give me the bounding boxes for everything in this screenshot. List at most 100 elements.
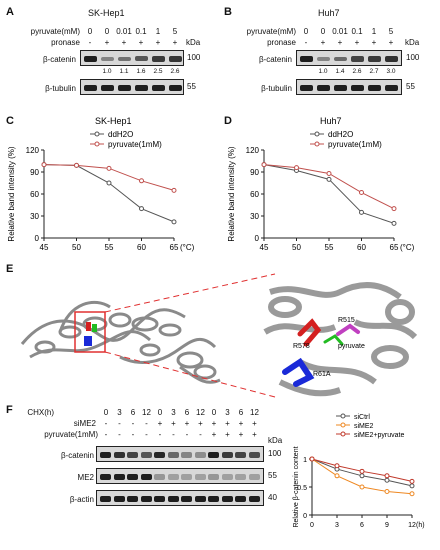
panel-label-e: E — [6, 263, 14, 275]
col-label: - — [131, 419, 135, 428]
y-tick-label: 0 — [255, 234, 260, 243]
chart-d-series — [261, 162, 397, 226]
data-point — [139, 206, 144, 212]
x-tick-label: 45 — [260, 243, 269, 252]
panel-a-kda-title: kDa — [186, 38, 201, 47]
y-tick-label: 120 — [246, 146, 260, 155]
data-point — [359, 209, 364, 215]
blot-b-tubulin — [296, 79, 402, 95]
residue-label-r515: R515 — [338, 317, 355, 324]
protein-ribbon-overview — [20, 300, 221, 384]
col-label: 0 — [211, 408, 217, 417]
legend-label: pyruvate(1mM) — [328, 140, 382, 149]
legend-marker — [314, 141, 320, 147]
series-line — [43, 164, 175, 223]
blot-band — [135, 56, 148, 61]
legend-label: siME2 — [354, 423, 374, 430]
col-label: + — [225, 430, 230, 439]
data-point — [309, 456, 315, 462]
legend-marker — [340, 431, 346, 437]
blot-band — [208, 496, 219, 502]
data-point — [334, 463, 340, 469]
data-point — [326, 170, 332, 176]
blot-band — [152, 85, 165, 91]
x-tick-label: 50 — [72, 243, 81, 252]
data-point — [74, 162, 79, 168]
col-label: 0.1 — [135, 27, 147, 36]
panel-label-a: A — [6, 6, 14, 18]
panel-a-pyruvate-label: pyruvate(mM) — [30, 27, 80, 36]
panel-a-blot-label: β-catenin — [42, 55, 76, 64]
data-point — [171, 187, 177, 193]
blot-band — [194, 474, 206, 480]
blot-band — [221, 474, 233, 480]
blot-band — [101, 57, 114, 61]
blot-band — [167, 496, 179, 502]
zoom-line-top — [104, 273, 276, 313]
x-axis-label: (°C) — [180, 243, 195, 252]
x-tick-label: 45 — [40, 243, 49, 252]
col-label: 12 — [250, 408, 259, 417]
legend-marker — [314, 131, 320, 137]
col-label: - — [158, 430, 162, 439]
panel-f-marker-40: 40 — [268, 493, 277, 502]
data-point — [409, 478, 415, 484]
blot-band — [100, 474, 111, 480]
col-label: - — [104, 419, 108, 428]
col-label: 0 — [303, 27, 309, 36]
col-label: + — [320, 38, 326, 47]
panel-f-sime2-label: siME2 — [73, 419, 96, 428]
legend-marker — [94, 141, 100, 147]
col-label: - — [172, 430, 175, 439]
chart-d-title: Huh7 — [320, 116, 342, 126]
panel-a-title: SK-Hep1 — [88, 8, 125, 18]
col-label: - — [185, 430, 189, 439]
chart-f-legend: siCtrl siME2 siME2+pyruvate — [336, 413, 404, 439]
blot-band — [300, 56, 313, 62]
col-label: 3 — [171, 408, 176, 417]
col-label: + — [388, 38, 394, 47]
blot-band — [84, 56, 97, 62]
blot-band — [101, 85, 114, 91]
data-point — [391, 206, 397, 212]
col-label: - — [104, 430, 108, 439]
blot-a-tubulin — [80, 79, 184, 95]
x-tick-label: 65 — [390, 243, 399, 252]
col-label: 6 — [130, 408, 136, 417]
blot-band — [84, 85, 97, 91]
col-label: + — [155, 38, 161, 47]
chart-d-axes: 0 30 60 90 120 45 50 55 60 65 (°C) Relative band in… — [227, 146, 415, 252]
panel-f-pyruvate-label: pyruvate(1mM) — [44, 430, 98, 439]
col-label: + — [252, 419, 257, 428]
blot-band — [235, 452, 246, 458]
blot-band — [317, 57, 330, 61]
col-label: + — [121, 38, 127, 47]
blot-band — [113, 474, 125, 480]
panel-f-marker-55: 55 — [268, 471, 277, 480]
blot-band — [113, 496, 125, 502]
panel-a-blot-label: β-tubulin — [45, 84, 76, 93]
x-tick-label: 3 — [335, 522, 339, 529]
blot-f-me2 — [96, 468, 264, 484]
col-label: - — [118, 430, 121, 439]
blot-band — [317, 85, 330, 91]
x-tick-label: 55 — [325, 243, 334, 252]
residue-label-pyruvate: pyruvate — [338, 343, 365, 350]
blot-band — [334, 85, 347, 91]
zoom-box — [74, 311, 106, 353]
panel-a-marker-100: 100 — [187, 53, 201, 62]
quant-value: 1.4 — [335, 68, 345, 75]
blot-band — [169, 56, 182, 62]
blot-band — [154, 452, 165, 458]
chart-c-title: SK-Hep1 — [95, 116, 132, 126]
panel-label-c: C — [6, 115, 14, 127]
blot-band — [221, 452, 233, 458]
panel-f-chx-label: CHX(h) — [27, 408, 54, 417]
blot-band — [169, 85, 182, 91]
blot-band — [248, 474, 260, 480]
residue-label-r61a: R61A — [313, 371, 331, 378]
data-point — [359, 468, 365, 474]
blot-band — [221, 496, 233, 502]
data-point — [359, 473, 365, 479]
x-tick-label: 55 — [105, 243, 114, 252]
